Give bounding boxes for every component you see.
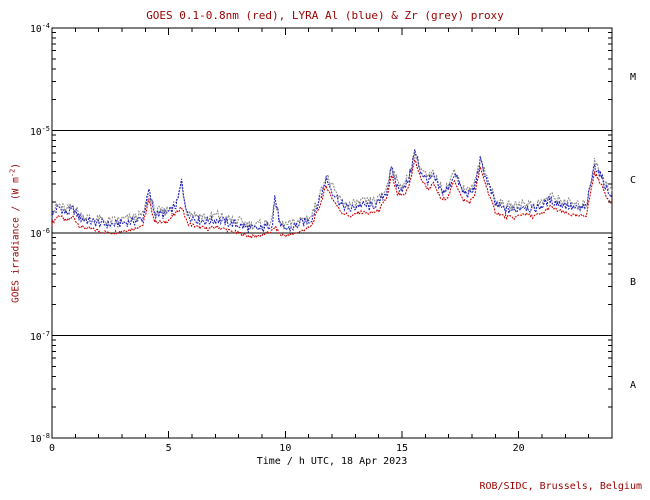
y-tick-label: 10-7 bbox=[30, 329, 50, 343]
y-tick-label: 10-4 bbox=[30, 22, 50, 36]
x-axis-label: Time / h UTC, 18 Apr 2023 bbox=[256, 456, 408, 467]
flare-class-label-B: B bbox=[629, 277, 637, 289]
y-tick-label: 10-8 bbox=[30, 432, 50, 446]
x-tick-label: 5 bbox=[165, 443, 172, 454]
flare-class-label-A: A bbox=[629, 379, 637, 391]
series-lyra-zr-grey bbox=[51, 151, 613, 232]
credit-footer: ROB/SIDC, Brussels, Belgium bbox=[479, 481, 642, 492]
series-lyra-al-blue bbox=[51, 149, 613, 234]
chart-title: GOES 0.1-0.8nm (red), LYRA Al (blue) & Z… bbox=[146, 9, 504, 22]
y-tick-label: 10-5 bbox=[30, 124, 50, 138]
x-tick-label: 15 bbox=[395, 443, 409, 454]
series-goes-xrs-red bbox=[51, 158, 613, 240]
flare-class-label-C: C bbox=[629, 174, 637, 186]
y-tick-label: 10-6 bbox=[30, 227, 50, 241]
x-tick-label: 0 bbox=[48, 443, 56, 454]
flare-class-label-M: M bbox=[629, 72, 637, 84]
x-tick-label: 10 bbox=[279, 443, 292, 454]
x-tick-label: 20 bbox=[512, 443, 525, 454]
